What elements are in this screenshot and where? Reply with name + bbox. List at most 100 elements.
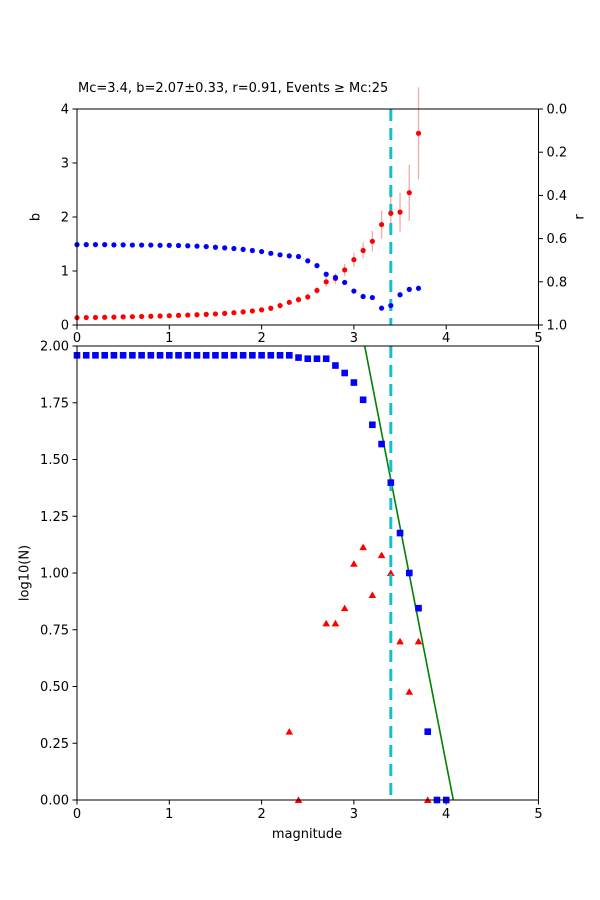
data-point-circle bbox=[166, 242, 172, 248]
cumulative-points bbox=[73, 352, 450, 804]
data-point-square bbox=[212, 352, 219, 359]
data-point-circle bbox=[277, 252, 283, 258]
data-point-triangle bbox=[396, 637, 404, 645]
data-point-square bbox=[110, 352, 118, 359]
tick-label: 0.4 bbox=[547, 189, 568, 204]
data-point-triangle bbox=[340, 604, 349, 612]
data-point-circle bbox=[92, 242, 99, 248]
b-value-points bbox=[74, 130, 422, 321]
top-plot-ticks: 0 1 2 3 4 5 0 1 2 3 4 0.0 0.2 0.4 0.6 0.8 1.0 bbox=[61, 103, 567, 347]
data-point-circle bbox=[286, 299, 292, 305]
tick-label: 2 bbox=[61, 211, 69, 226]
data-point-circle bbox=[249, 247, 255, 254]
data-point-circle bbox=[314, 263, 320, 269]
data-point-circle bbox=[305, 294, 311, 300]
data-point-circle bbox=[157, 313, 163, 319]
data-point-triangle bbox=[368, 591, 377, 599]
tick-label: 3 bbox=[350, 331, 358, 346]
data-point-circle bbox=[369, 294, 375, 301]
data-point-circle bbox=[111, 314, 117, 320]
tick-label: 0.00 bbox=[40, 794, 69, 809]
data-point-square bbox=[378, 440, 385, 448]
data-point-square bbox=[369, 421, 376, 429]
data-point-square bbox=[129, 352, 136, 359]
tick-label: 1.00 bbox=[40, 567, 69, 582]
data-point-square bbox=[341, 369, 348, 377]
tick-label: 0.2 bbox=[547, 146, 568, 161]
tick-label: 2 bbox=[257, 331, 265, 346]
data-point-circle bbox=[388, 302, 394, 309]
tick-label: 1.25 bbox=[40, 510, 69, 525]
data-point-circle bbox=[212, 244, 219, 250]
data-point-circle bbox=[397, 292, 403, 298]
data-point-circle bbox=[369, 238, 375, 244]
data-point-circle bbox=[175, 312, 182, 318]
data-point-circle bbox=[240, 246, 246, 252]
data-point-circle bbox=[268, 305, 274, 311]
data-point-square bbox=[138, 352, 145, 359]
tick-label: 4 bbox=[442, 807, 450, 822]
data-point-circle bbox=[342, 267, 348, 273]
tick-label: 1 bbox=[61, 265, 69, 280]
bottom-plot: 0 1 2 3 4 5 0.00 0.25 0.50 0.75 1.00 1.25 1.50 1.75 2.… bbox=[40, 340, 543, 823]
figure-title: Mc=3.4, b=2.07±0.33, r=0.91, Events ≥ Mc… bbox=[78, 81, 389, 96]
data-point-circle bbox=[185, 312, 191, 318]
data-point-square bbox=[249, 352, 256, 359]
data-point-circle bbox=[332, 274, 339, 281]
data-point-square bbox=[276, 352, 284, 359]
data-point-square bbox=[350, 379, 358, 386]
data-point-square bbox=[92, 352, 99, 359]
data-point-circle bbox=[378, 221, 385, 228]
tick-label: 0.8 bbox=[547, 275, 568, 290]
data-point-circle bbox=[295, 253, 302, 260]
data-point-circle bbox=[351, 257, 357, 263]
data-point-circle bbox=[415, 130, 422, 136]
data-point-circle bbox=[231, 310, 237, 316]
x-axis-label: magnitude bbox=[271, 827, 343, 842]
axes-spines bbox=[76, 108, 539, 326]
data-point-circle bbox=[259, 307, 265, 313]
data-point-circle bbox=[286, 253, 292, 259]
data-point-circle bbox=[212, 311, 219, 317]
data-point-circle bbox=[120, 242, 126, 248]
data-point-circle bbox=[92, 314, 99, 321]
data-point-square bbox=[119, 352, 127, 359]
data-point-square bbox=[405, 569, 413, 577]
data-point-triangle bbox=[387, 569, 395, 576]
data-point-circle bbox=[249, 308, 255, 314]
data-point-square bbox=[221, 352, 228, 359]
data-point-circle bbox=[277, 302, 283, 309]
data-point-square bbox=[267, 352, 275, 359]
data-point-circle bbox=[111, 242, 117, 248]
data-point-circle bbox=[157, 242, 163, 248]
data-point-square bbox=[193, 352, 201, 359]
data-point-circle bbox=[203, 243, 209, 250]
data-point-circle bbox=[83, 242, 89, 248]
tick-label: 1 bbox=[165, 331, 173, 346]
data-point-square bbox=[295, 354, 302, 361]
data-point-square bbox=[82, 352, 90, 359]
data-point-square bbox=[332, 362, 339, 369]
data-point-square bbox=[166, 352, 173, 359]
b-value-error-bars bbox=[76, 87, 420, 319]
data-point-square bbox=[147, 352, 155, 359]
data-point-square bbox=[230, 352, 238, 359]
data-point-triangle bbox=[331, 619, 340, 627]
tick-label: 1 bbox=[165, 807, 173, 822]
tick-label: 1.50 bbox=[40, 453, 69, 468]
data-point-circle bbox=[342, 279, 348, 286]
data-point-circle bbox=[378, 305, 385, 311]
data-point-circle bbox=[102, 242, 108, 248]
tick-label: 0.0 bbox=[547, 103, 568, 118]
data-point-square bbox=[415, 604, 422, 612]
data-point-circle bbox=[240, 309, 246, 315]
data-point-square bbox=[387, 479, 395, 486]
tick-label: 1.0 bbox=[547, 319, 568, 334]
data-point-square bbox=[313, 355, 321, 363]
data-point-circle bbox=[388, 210, 394, 216]
data-point-circle bbox=[231, 245, 237, 252]
data-point-circle bbox=[139, 313, 145, 320]
data-point-circle bbox=[185, 243, 191, 249]
data-point-circle bbox=[166, 313, 172, 319]
bottom-plot-ticks: 0 1 2 3 4 5 0.00 0.25 0.50 0.75 1.00 1.25 1.50 1.75 2.… bbox=[40, 340, 543, 823]
